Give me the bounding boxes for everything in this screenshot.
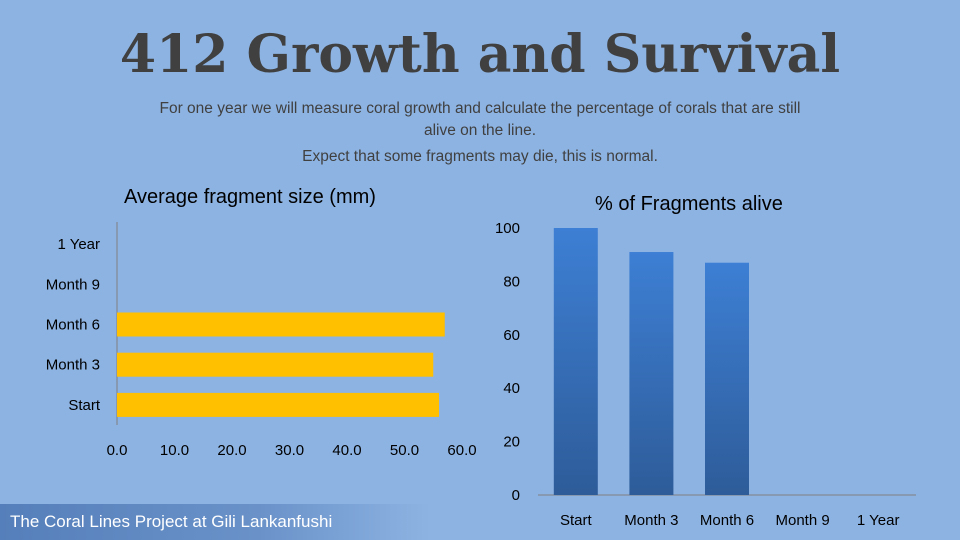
alive-tick-label: 60 bbox=[503, 327, 520, 344]
alive-tick-label: 20 bbox=[503, 434, 520, 451]
alive-chart-title: % of Fragments alive bbox=[595, 193, 783, 215]
size-tick-label: 0.0 bbox=[107, 442, 128, 459]
size-bar bbox=[117, 312, 445, 337]
alive-bar bbox=[629, 252, 674, 495]
size-chart: Start Month 3 Month 6 Month 9 1 Year 0.0 10.0 2… bbox=[46, 222, 477, 459]
alive-bar bbox=[705, 262, 749, 495]
alive-tick-label: 80 bbox=[503, 273, 520, 290]
alive-category-label: Start bbox=[560, 512, 593, 529]
footer-banner: The Coral Lines Project at Gili Lankanfu… bbox=[0, 504, 430, 540]
size-category-label: Start bbox=[68, 397, 101, 414]
alive-bar bbox=[553, 228, 598, 495]
alive-tick-label: 0 bbox=[512, 487, 520, 504]
alive-category-label: 1 Year bbox=[857, 512, 900, 529]
size-tick-label: 20.0 bbox=[217, 442, 246, 459]
alive-tick-label: 100 bbox=[495, 220, 520, 237]
footer-text: The Coral Lines Project at Gili Lankanfu… bbox=[10, 512, 333, 531]
alive-category-label: Month 9 bbox=[775, 512, 829, 529]
slide-title: 412 Growth and Survival bbox=[119, 24, 841, 85]
alive-category-label: Month 3 bbox=[624, 512, 678, 529]
size-chart-title: Average fragment size (mm) bbox=[124, 186, 376, 208]
size-bar bbox=[117, 392, 439, 417]
size-tick-label: 50.0 bbox=[390, 442, 419, 459]
size-category-label: Month 9 bbox=[46, 276, 100, 293]
size-category-label: Month 3 bbox=[46, 357, 100, 374]
size-bar bbox=[117, 352, 434, 377]
alive-tick-label: 40 bbox=[503, 380, 520, 397]
size-tick-label: 60.0 bbox=[447, 442, 476, 459]
alive-chart: 0 20 40 60 80 100 Start Month 3 Month 6 Month 9 1 … bbox=[495, 220, 916, 529]
slide-subtitle: For one year we will measure coral growt… bbox=[159, 100, 801, 139]
size-tick-label: 10.0 bbox=[160, 442, 189, 459]
slide-note: Expect that some fragments may die, this… bbox=[302, 148, 658, 165]
size-category-label: 1 Year bbox=[57, 236, 100, 253]
size-tick-label: 40.0 bbox=[332, 442, 361, 459]
size-tick-label: 30.0 bbox=[275, 442, 304, 459]
alive-category-label: Month 6 bbox=[700, 512, 754, 529]
size-category-label: Month 6 bbox=[46, 317, 100, 334]
